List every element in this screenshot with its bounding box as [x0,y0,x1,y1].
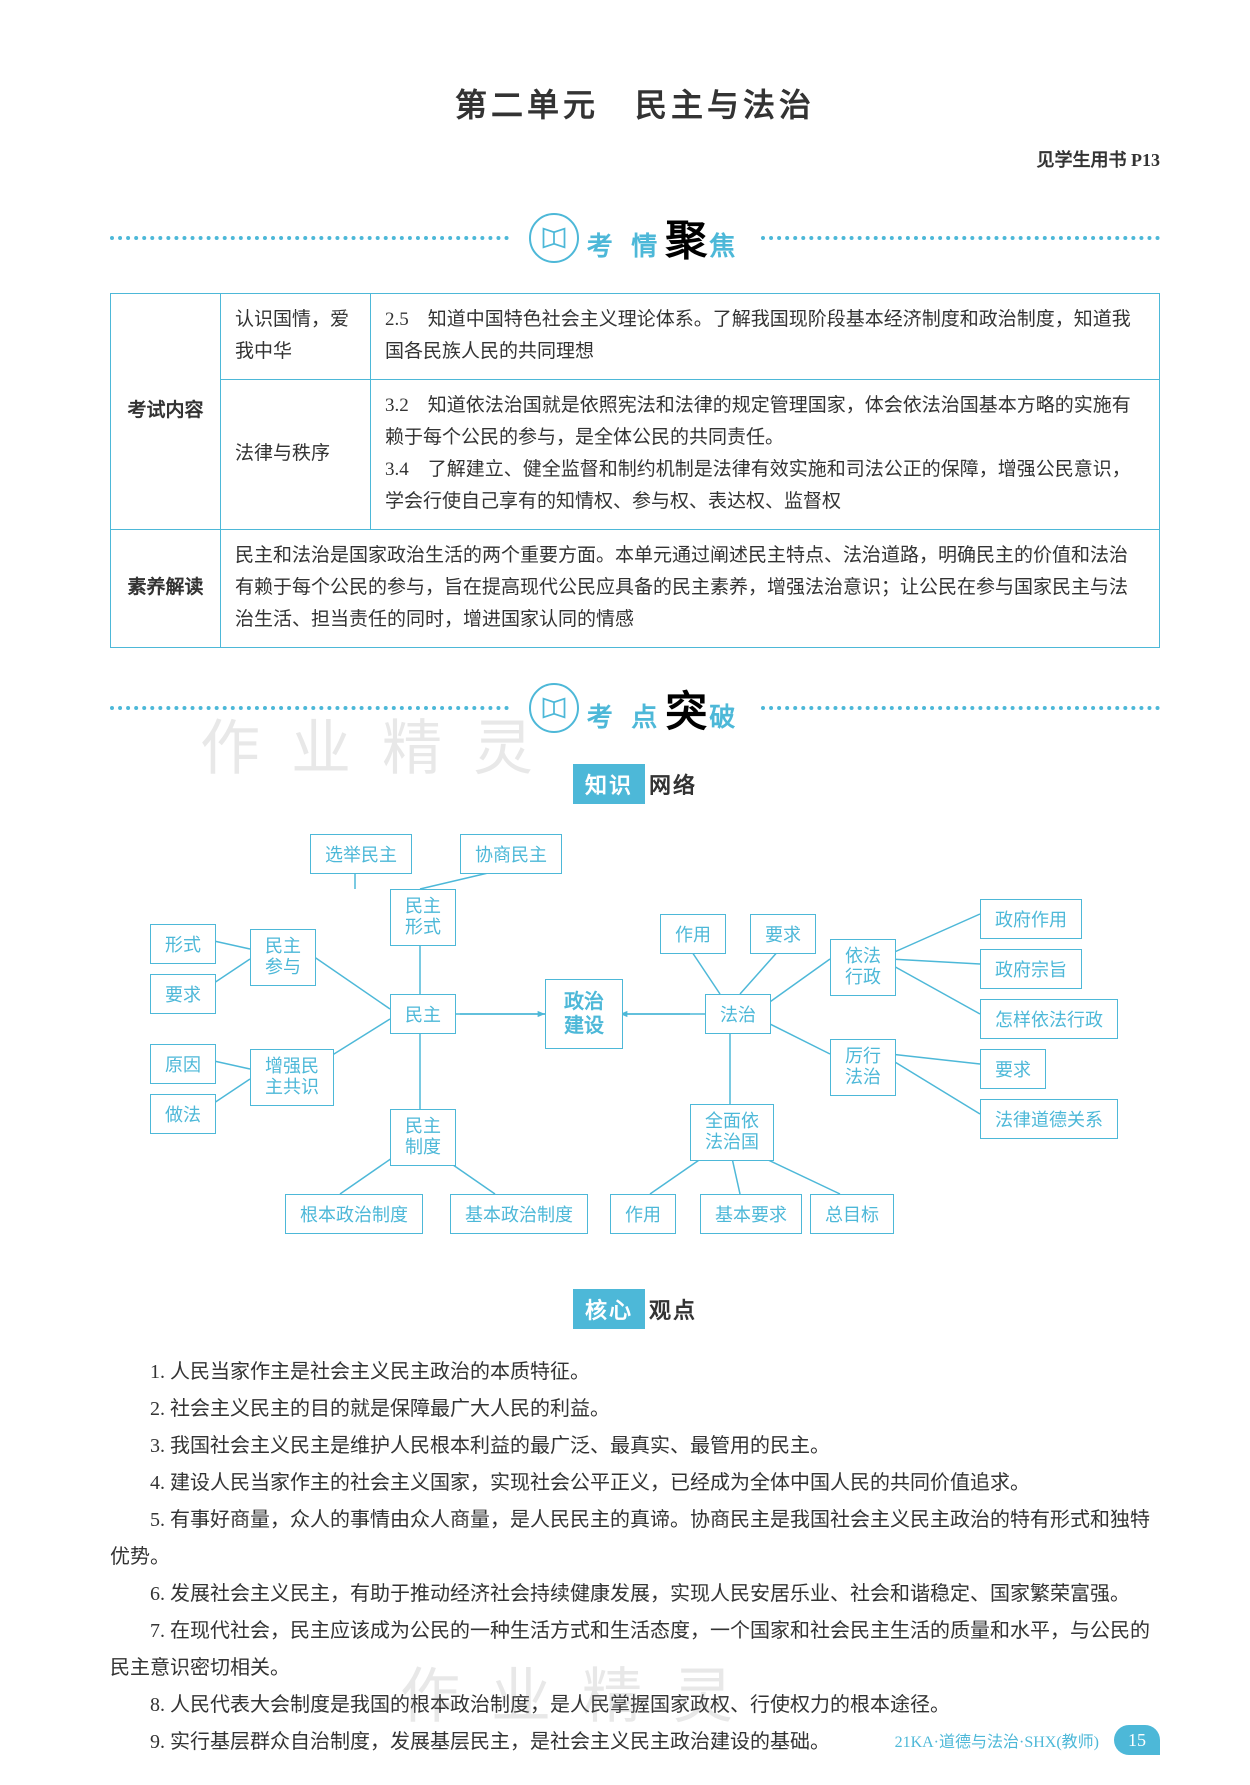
header-big: 突 [665,678,707,739]
sub-badge: 核心 [573,1289,645,1329]
diagram-node: 全面依 法治国 [690,1104,774,1161]
diagram-node: 政府宗旨 [980,949,1082,989]
table-row: 考试内容 认识国情，爱我中华 2.5 知道中国特色社会主义理论体系。了解我国现阶… [111,294,1160,380]
diagram-node: 政治 建设 [545,979,623,1049]
header-post: 焦 [709,226,741,263]
diagram-node: 要求 [150,974,216,1014]
diagram-node: 民主 参与 [250,929,316,986]
sub-header-core: 核心观点 [110,1289,1160,1329]
point-item: 2. 社会主义民主的目的就是保障最广大人民的利益。 [110,1391,1160,1428]
diagram-node: 增强民 主共识 [250,1049,334,1106]
section-header-breakthrough: 考 点 突 破 [110,678,1160,739]
diagram-node: 要求 [750,914,816,954]
diagram-node: 做法 [150,1094,216,1134]
diagram-node: 要求 [980,1049,1046,1089]
section-header-exam-focus: 考 情 聚 焦 [110,207,1160,268]
diagram-node: 基本要求 [700,1194,802,1234]
table-row: 法律与秩序 3.2 知道依法治国就是依照宪法和法律的规定管理国家，体会依法治国基… [111,379,1160,529]
diagram-node: 怎样依法行政 [980,999,1118,1039]
header-badge: 考 点 突 破 [509,678,762,739]
cell-sub: 法律与秩序 [221,379,371,529]
diagram-node: 选举民主 [310,834,412,874]
point-item: 7. 在现代社会，民主应该成为公民的一种生活方式和生活态度，一个国家和社会民主生… [110,1613,1160,1687]
header-post: 破 [709,697,741,734]
diagram-node: 法治 [705,994,771,1034]
point-item: 6. 发展社会主义民主，有助于推动经济社会持续健康发展，实现人民安居乐业、社会和… [110,1576,1160,1613]
header-badge: 考 情 聚 焦 [509,207,762,268]
diagram-node: 法律道德关系 [980,1099,1118,1139]
diagram-node: 原因 [150,1044,216,1084]
cell-label: 素养解读 [111,529,221,647]
reference-note: 见学生用书 P13 [110,146,1160,172]
point-item: 1. 人民当家作主是社会主义民主政治的本质特征。 [110,1354,1160,1391]
sub-plain: 观点 [649,1293,697,1325]
sub-badge: 知识 [573,764,645,804]
core-points: 1. 人民当家作主是社会主义民主政治的本质特征。2. 社会主义民主的目的就是保障… [110,1354,1160,1761]
table-row: 素养解读 民主和法治是国家政治生活的两个重要方面。本单元通过阐述民主特点、法治道… [111,529,1160,647]
page-number: 15 [1114,1725,1160,1755]
page-title: 第二单元 民主与法治 [110,80,1160,126]
exam-table: 考试内容 认识国情，爱我中华 2.5 知道中国特色社会主义理论体系。了解我国现阶… [110,293,1160,648]
diagram-node: 根本政治制度 [285,1194,423,1234]
diagram-node: 民主 [390,994,456,1034]
point-item: 4. 建设人民当家作主的社会主义国家，实现社会公平正义，已经成为全体中国人民的共… [110,1465,1160,1502]
header-text: 考 点 突 破 [587,678,742,739]
diagram-node: 政府作用 [980,899,1082,939]
diagram-node: 厉行 法治 [830,1039,896,1096]
diagram-node: 基本政治制度 [450,1194,588,1234]
cell-content: 2.5 知道中国特色社会主义理论体系。了解我国现阶段基本经济制度和政治制度，知道… [371,294,1160,380]
divider-dots [761,706,1160,710]
header-pre: 考 点 [587,697,664,734]
diagram-node: 形式 [150,924,216,964]
point-item: 3. 我国社会主义民主是维护人民根本利益的最广泛、最真实、最管用的民主。 [110,1428,1160,1465]
divider-dots [761,236,1160,240]
diagram-node: 依法 行政 [830,939,896,996]
divider-dots [110,706,509,710]
diagram-node: 协商民主 [460,834,562,874]
divider-dots [110,236,509,240]
cell-content: 3.2 知道依法治国就是依照宪法和法律的规定管理国家，体会依法治国基本方略的实施… [371,379,1160,529]
diagram-node: 作用 [660,914,726,954]
book-icon [529,213,579,263]
cell-sub: 认识国情，爱我中华 [221,294,371,380]
sub-plain: 网络 [649,768,697,800]
diagram-node: 作用 [610,1194,676,1234]
point-item: 8. 人民代表大会制度是我国的根本政治制度，是人民掌握国家政权、行使权力的根本途… [110,1687,1160,1724]
knowledge-diagram: 选举民主协商民主形式要求民主 参与原因做法增强民 主共识民主民主 形式民主 制度… [110,829,1160,1269]
header-pre: 考 情 [587,226,664,263]
cell-label: 考试内容 [111,294,221,530]
page-footer: 21KA·道德与法治·SHX(教师) 15 [895,1725,1160,1755]
point-item: 5. 有事好商量，众人的事情由众人商量，是人民民主的真谛。协商民主是我国社会主义… [110,1502,1160,1576]
header-text: 考 情 聚 焦 [587,207,742,268]
sub-header-knowledge: 知识网络 [110,764,1160,804]
book-icon [529,683,579,733]
footer-code: 21KA·道德与法治·SHX(教师) [895,1728,1099,1752]
diagram-node: 民主 制度 [390,1109,456,1166]
diagram-node: 总目标 [810,1194,894,1234]
diagram-node: 民主 形式 [390,889,456,946]
header-big: 聚 [665,207,707,268]
cell-content: 民主和法治是国家政治生活的两个重要方面。本单元通过阐述民主特点、法治道路，明确民… [221,529,1160,647]
